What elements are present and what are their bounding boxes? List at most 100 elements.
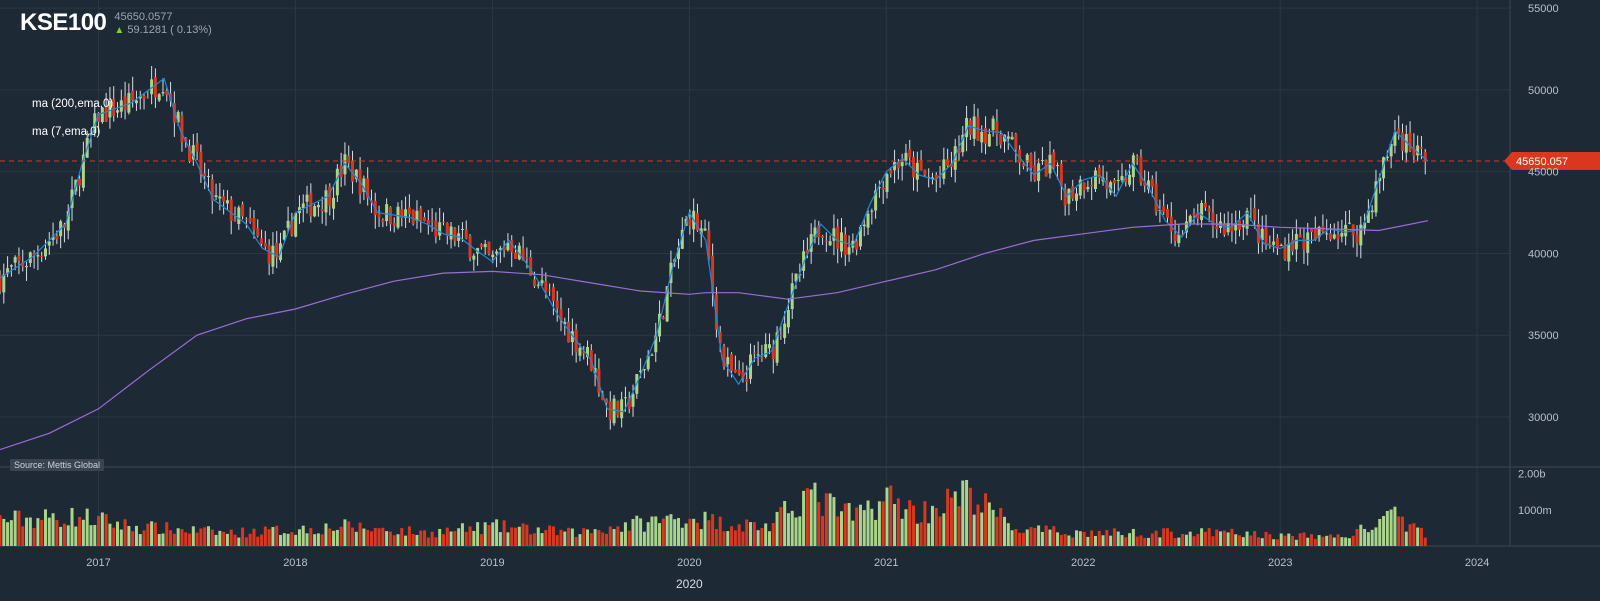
volume-bar <box>1067 535 1071 546</box>
volume-bar <box>411 534 415 546</box>
candle-up <box>282 230 286 240</box>
candle-up <box>680 229 684 249</box>
volume-bar <box>733 530 737 546</box>
volume-bar <box>502 520 506 546</box>
volume-bar <box>233 534 237 546</box>
candle-up <box>756 354 760 356</box>
volume-bar <box>176 528 180 546</box>
volume-bar <box>1230 528 1234 546</box>
volume-bar <box>419 530 423 546</box>
candle-up <box>1382 157 1386 179</box>
volume-bar <box>1279 533 1283 546</box>
volume-bar <box>464 531 468 546</box>
volume-tick-label: 2.00b <box>1518 469 1546 481</box>
volume-bar <box>495 519 499 546</box>
candle-down <box>1124 177 1128 183</box>
candle-up <box>1177 234 1181 244</box>
volume-bar <box>506 532 510 546</box>
candle-up <box>506 242 510 251</box>
volume-bar <box>9 520 13 546</box>
candle-down <box>551 286 555 302</box>
volume-bar <box>1355 529 1359 546</box>
candle-down <box>730 354 734 371</box>
candle-down <box>999 134 1003 145</box>
candle-up <box>6 268 10 274</box>
candle-down <box>17 255 21 261</box>
volume-bar <box>17 510 21 546</box>
volume-bar <box>203 527 207 546</box>
volume-bar <box>677 518 681 546</box>
candle-down <box>199 151 203 175</box>
volume-bar <box>297 529 301 546</box>
volume-bar <box>0 515 2 546</box>
volume-bar <box>529 534 533 546</box>
volume-bar <box>119 529 123 546</box>
volume-bar <box>627 530 631 546</box>
legend-ma-long[interactable]: ma (200,ema,0) <box>32 98 114 110</box>
volume-bar <box>381 527 385 546</box>
legend-ma-short[interactable]: ma (7,ema,0) <box>32 126 101 138</box>
volume-bar <box>680 527 684 546</box>
volume-bar <box>555 535 559 546</box>
candle-down <box>771 346 775 359</box>
volume-bar <box>1412 523 1416 546</box>
candle-up <box>150 79 154 95</box>
candle-down <box>153 77 157 98</box>
volume-bar <box>718 516 722 546</box>
volume-bar <box>491 522 495 546</box>
candle-down <box>260 238 264 244</box>
volume-bar <box>586 529 590 546</box>
candle-up <box>271 245 275 267</box>
volume-bar <box>206 526 210 546</box>
candle-down <box>468 235 472 258</box>
candle-down <box>741 371 745 379</box>
volume-bar <box>1332 537 1336 546</box>
volume-bar <box>479 534 483 546</box>
candle-up <box>885 174 889 193</box>
candle-up <box>47 241 51 246</box>
candle-down <box>210 179 214 201</box>
candle-up <box>893 162 897 171</box>
volume-bar <box>423 530 427 546</box>
candle-down <box>1264 227 1268 245</box>
volume-bar <box>957 506 961 546</box>
volume-bar <box>93 524 97 546</box>
candle-down <box>1203 202 1207 208</box>
last-price: 45650.0577 <box>114 11 173 23</box>
volume-bar <box>745 519 749 546</box>
candle-up <box>1347 222 1351 224</box>
volume-bar <box>760 527 764 546</box>
candle-down <box>1162 206 1166 213</box>
candle-up <box>161 92 165 94</box>
volume-bar <box>1302 532 1306 546</box>
candle-up <box>809 234 813 252</box>
candle-down <box>688 219 692 226</box>
candle-up <box>699 228 703 234</box>
candle-down <box>222 196 226 202</box>
candle-up <box>316 204 320 208</box>
candle-down <box>407 207 411 215</box>
candle-down <box>479 244 483 247</box>
volume-bar <box>756 530 760 546</box>
candle-up <box>767 344 771 349</box>
volume-bar <box>786 513 790 546</box>
candle-down <box>821 235 825 239</box>
candle-up <box>1325 233 1329 235</box>
volume-bar <box>771 523 775 546</box>
candle-down <box>1097 167 1101 178</box>
candle-down <box>514 252 518 259</box>
candle-up <box>313 205 317 217</box>
volume-bar <box>332 530 336 546</box>
volume-bar <box>1093 535 1097 546</box>
candle-down <box>824 240 828 242</box>
volume-bar <box>805 488 809 546</box>
volume-bar <box>1291 535 1295 546</box>
volume-bar <box>161 533 165 546</box>
candle-up <box>703 228 707 231</box>
volume-bar <box>1147 537 1151 546</box>
y-tick-label: 50000 <box>1528 85 1559 97</box>
candle-down <box>1196 212 1200 219</box>
candle-up <box>9 265 13 267</box>
candle-up <box>1416 145 1420 156</box>
